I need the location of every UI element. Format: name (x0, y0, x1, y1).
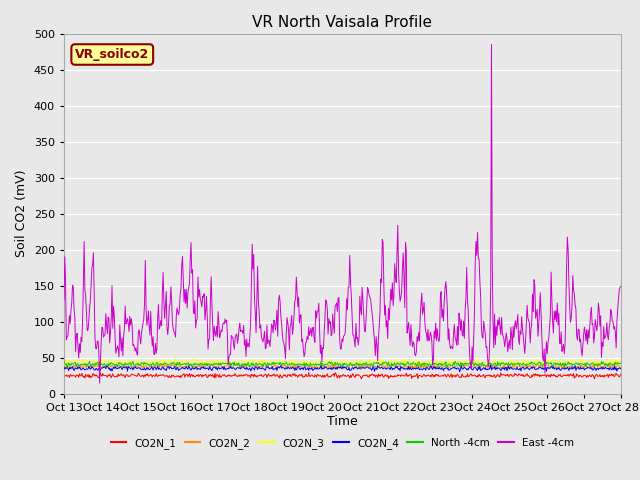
Text: VR_soilco2: VR_soilco2 (75, 48, 149, 61)
Title: VR North Vaisala Profile: VR North Vaisala Profile (252, 15, 433, 30)
Y-axis label: Soil CO2 (mV): Soil CO2 (mV) (15, 170, 28, 257)
X-axis label: Time: Time (327, 415, 358, 429)
Legend: CO2N_1, CO2N_2, CO2N_3, CO2N_4, North -4cm, East -4cm: CO2N_1, CO2N_2, CO2N_3, CO2N_4, North -4… (106, 434, 579, 453)
